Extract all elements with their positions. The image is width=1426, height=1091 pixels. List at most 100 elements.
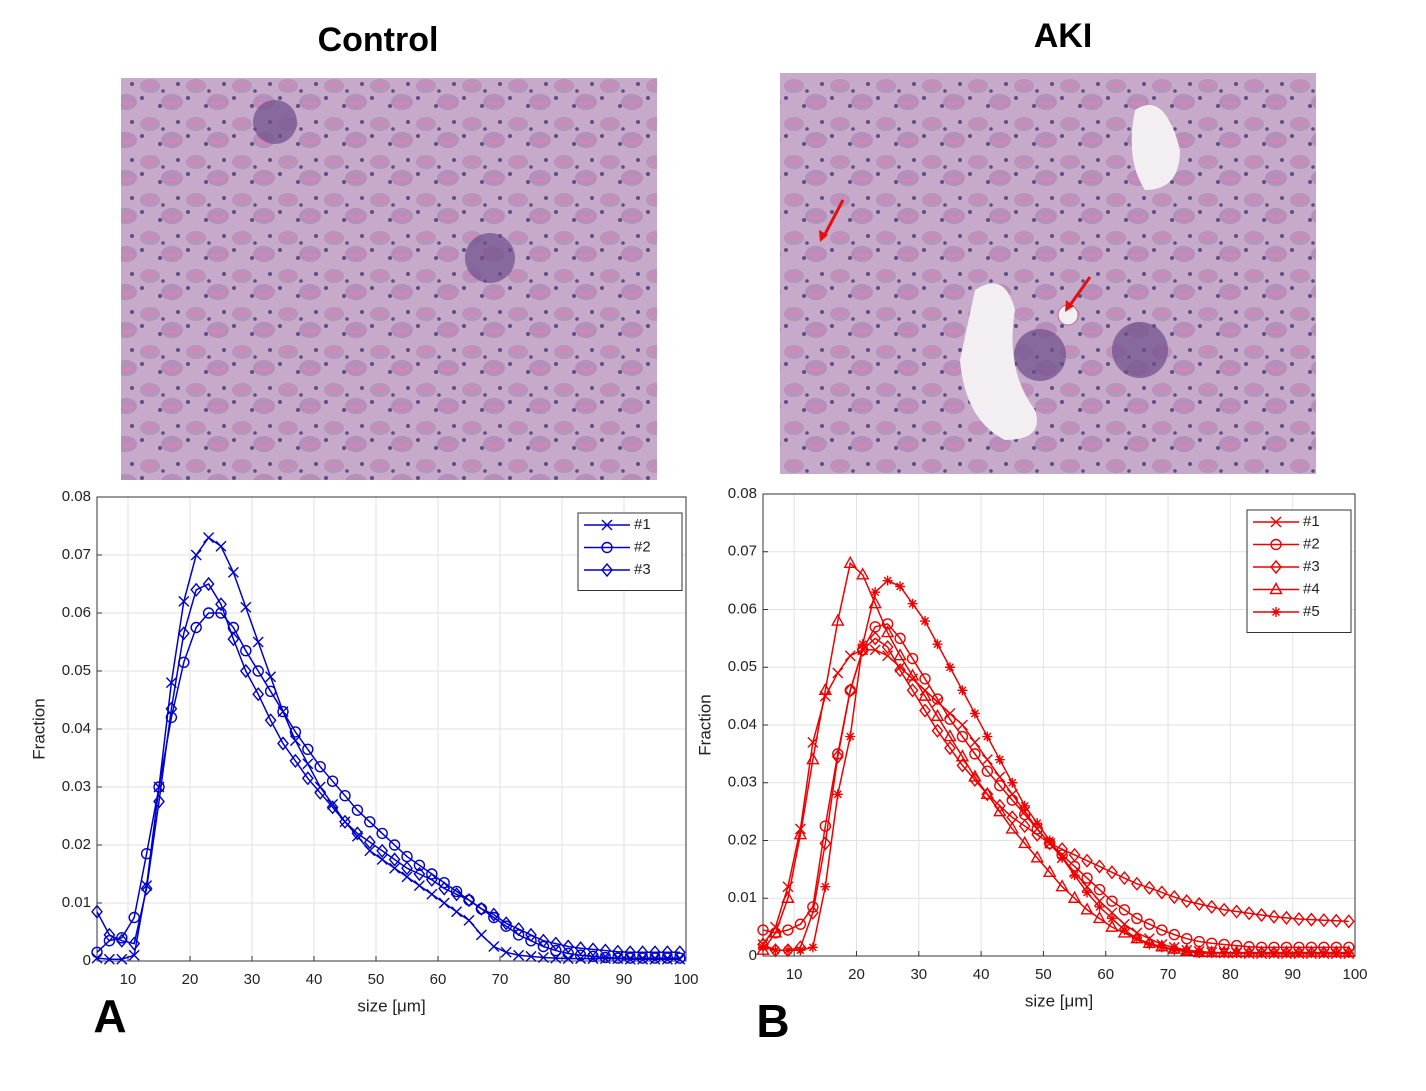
data-marker bbox=[1042, 864, 1057, 877]
data-marker bbox=[165, 701, 178, 716]
data-marker bbox=[1118, 870, 1131, 886]
x-tick-label: 90 bbox=[1284, 966, 1301, 983]
data-marker bbox=[1007, 777, 1018, 788]
data-marker bbox=[1206, 948, 1217, 959]
data-marker bbox=[1243, 906, 1255, 921]
legend-label: #4 bbox=[1303, 580, 1320, 597]
x-tick-label: 30 bbox=[244, 971, 261, 988]
data-marker bbox=[264, 685, 277, 697]
micrograph-control bbox=[121, 78, 657, 480]
y-tick-label: 0.08 bbox=[62, 488, 91, 505]
data-marker bbox=[807, 942, 818, 953]
data-marker bbox=[1143, 918, 1156, 930]
panel-title: Control bbox=[318, 21, 439, 59]
series-line bbox=[96, 612, 680, 959]
data-marker bbox=[202, 607, 215, 619]
data-marker bbox=[351, 826, 364, 841]
data-marker bbox=[487, 907, 500, 922]
glomerulus bbox=[1014, 329, 1066, 381]
data-marker bbox=[880, 625, 895, 638]
data-marker bbox=[463, 893, 475, 908]
data-marker bbox=[252, 636, 264, 648]
data-marker bbox=[562, 939, 575, 954]
data-marker bbox=[832, 667, 844, 679]
data-marker bbox=[782, 924, 794, 936]
y-tick-label: 0.05 bbox=[62, 662, 91, 679]
axes-box bbox=[96, 496, 687, 962]
data-marker bbox=[1194, 948, 1205, 959]
data-marker bbox=[1244, 948, 1255, 959]
data-marker bbox=[1293, 911, 1305, 927]
data-marker bbox=[869, 621, 881, 633]
data-marker bbox=[339, 814, 351, 829]
panel-title: AKI bbox=[1034, 17, 1093, 55]
data-marker bbox=[931, 693, 944, 705]
data-marker bbox=[611, 944, 624, 959]
data-marker bbox=[388, 852, 401, 867]
data-marker bbox=[91, 946, 103, 958]
y-tick-label: 0 bbox=[83, 952, 91, 969]
micrograph-aki bbox=[780, 73, 1316, 474]
x-tick-label: 100 bbox=[1342, 966, 1367, 983]
y-axis-label: Fraction bbox=[29, 698, 48, 759]
data-marker bbox=[920, 616, 931, 627]
data-marker bbox=[1043, 836, 1056, 851]
data-marker bbox=[475, 929, 487, 941]
data-marker bbox=[1156, 924, 1168, 936]
data-marker bbox=[768, 925, 783, 938]
x-tick-label: 90 bbox=[616, 971, 633, 988]
data-marker bbox=[364, 816, 376, 828]
data-marker bbox=[413, 866, 426, 882]
data-marker bbox=[463, 914, 475, 926]
data-marker bbox=[636, 945, 649, 960]
data-marker bbox=[574, 941, 587, 956]
data-marker bbox=[793, 827, 808, 840]
data-marker bbox=[389, 862, 401, 874]
data-marker bbox=[239, 663, 252, 679]
arrowhead bbox=[1065, 300, 1074, 312]
data-marker bbox=[844, 683, 857, 698]
data-marker bbox=[1317, 913, 1330, 928]
data-marker bbox=[438, 881, 451, 896]
data-marker bbox=[190, 582, 203, 597]
data-marker bbox=[1119, 925, 1130, 936]
data-marker bbox=[327, 798, 339, 810]
data-marker bbox=[819, 820, 832, 832]
x-tick-label: 50 bbox=[368, 971, 385, 988]
x-tick-label: 60 bbox=[1097, 966, 1114, 983]
dilated-tubule bbox=[1131, 105, 1180, 190]
data-marker bbox=[512, 922, 525, 937]
legend-box bbox=[577, 512, 683, 591]
data-marker bbox=[1067, 890, 1082, 903]
data-marker bbox=[1181, 946, 1192, 957]
data-marker bbox=[1268, 948, 1279, 959]
data-marker bbox=[1118, 904, 1131, 916]
data-marker bbox=[781, 890, 795, 903]
arrow bbox=[821, 199, 845, 239]
data-marker bbox=[894, 663, 907, 678]
data-marker bbox=[500, 946, 512, 958]
data-marker bbox=[820, 881, 831, 892]
legend-label: #2 bbox=[634, 538, 651, 555]
data-marker bbox=[1081, 853, 1093, 868]
data-marker bbox=[856, 642, 869, 658]
data-marker bbox=[1030, 850, 1044, 863]
legend-marker bbox=[1269, 582, 1283, 595]
y-tick-label: 0.04 bbox=[62, 720, 91, 737]
data-marker bbox=[882, 575, 893, 586]
data-marker bbox=[314, 761, 326, 773]
data-marker bbox=[870, 587, 881, 598]
data-marker bbox=[1080, 902, 1094, 915]
data-marker bbox=[1256, 948, 1267, 959]
data-marker bbox=[500, 916, 513, 931]
data-marker bbox=[277, 705, 289, 718]
data-marker bbox=[881, 639, 894, 655]
data-marker bbox=[1293, 948, 1304, 959]
data-marker bbox=[1018, 818, 1031, 834]
data-marker bbox=[128, 936, 141, 951]
data-marker bbox=[140, 881, 153, 896]
data-marker bbox=[401, 850, 413, 863]
legend-marker bbox=[1270, 559, 1282, 575]
axes-box bbox=[762, 493, 1356, 957]
